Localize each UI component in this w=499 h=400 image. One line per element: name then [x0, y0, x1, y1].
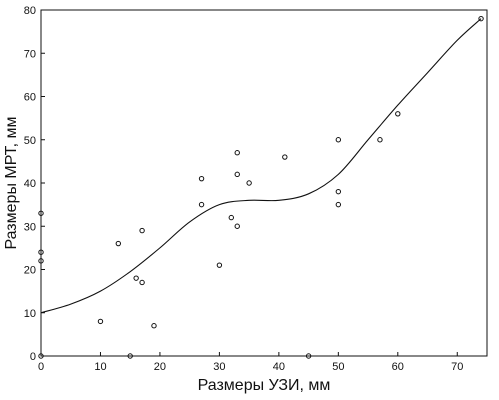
data-point	[335, 137, 342, 143]
data-point	[38, 353, 44, 359]
data-points	[38, 15, 484, 359]
data-point	[234, 223, 240, 229]
data-point	[478, 15, 484, 22]
data-point	[133, 275, 139, 281]
data-point	[282, 154, 288, 160]
data-point	[38, 258, 44, 264]
x-tick-label: 0	[38, 361, 44, 373]
data-point	[127, 353, 133, 359]
data-point	[97, 318, 104, 325]
x-tick-label: 50	[332, 361, 344, 373]
y-tick-label: 50	[24, 135, 36, 147]
fitted-curve	[40, 18, 482, 314]
x-tick-label: 40	[273, 361, 285, 373]
data-point	[139, 279, 145, 286]
data-point	[216, 262, 223, 268]
data-point	[38, 249, 44, 255]
data-point	[228, 214, 234, 221]
data-point	[335, 201, 342, 208]
y-axis-ticks: 0 10 20 30 40 50 60 70 80	[24, 5, 45, 363]
x-tick-label: 70	[451, 361, 463, 373]
x-axis-ticks: 0 10 20 30 40 50 60 70	[38, 352, 463, 373]
data-point	[198, 201, 205, 208]
x-tick-label: 20	[154, 361, 166, 373]
data-point	[377, 137, 383, 143]
y-tick-label: 40	[24, 178, 36, 190]
data-point	[234, 150, 240, 156]
data-point	[139, 227, 145, 234]
y-tick-label: 0	[30, 351, 36, 363]
plot-frame	[40, 9, 488, 357]
data-point	[246, 180, 252, 186]
data-point	[198, 175, 205, 182]
y-axis-title: Размеры МРТ, мм	[3, 116, 20, 249]
x-axis-title: Размеры УЗИ, мм	[198, 377, 331, 394]
y-tick-label: 80	[24, 5, 36, 17]
data-point	[335, 188, 342, 195]
y-tick-label: 30	[24, 221, 36, 233]
y-tick-label: 10	[24, 308, 36, 320]
data-point	[234, 171, 240, 178]
data-point	[151, 323, 157, 329]
x-tick-label: 60	[392, 361, 404, 373]
y-tick-label: 70	[24, 48, 36, 60]
y-tick-label: 60	[24, 92, 36, 104]
data-point	[38, 210, 44, 216]
data-point	[395, 111, 401, 117]
y-tick-label: 20	[24, 265, 36, 277]
x-tick-label: 30	[213, 361, 225, 373]
x-tick-label: 10	[94, 361, 106, 373]
data-point	[305, 353, 312, 359]
data-point	[115, 240, 122, 247]
